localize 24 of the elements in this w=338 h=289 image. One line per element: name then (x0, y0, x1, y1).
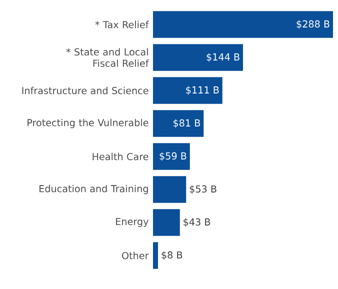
bar (153, 143, 190, 170)
data-label: $53 B (190, 185, 216, 194)
bar (153, 77, 222, 104)
data-label: $288 B (296, 20, 330, 29)
y-tick-label: Health Care (92, 152, 148, 160)
bar (153, 11, 334, 38)
y-tick-label: * State and Local Fiscal Relief (66, 48, 149, 67)
data-label: $8 B (162, 251, 182, 260)
bar (153, 176, 186, 203)
data-label: $81 B (174, 119, 200, 128)
data-label: $111 B (186, 86, 219, 95)
y-tick-label: Education and Training (40, 184, 148, 194)
y-tick-label: Energy (116, 218, 148, 227)
bar (153, 110, 204, 137)
y-tick-label: Infrastructure and Science (22, 86, 148, 94)
bar (153, 242, 158, 269)
bar (153, 44, 244, 71)
data-label: $59 B (160, 152, 186, 161)
y-tick-label: Protecting the Vulnerable (28, 118, 148, 128)
data-label: $144 B (206, 53, 240, 62)
data-label: $43 B (184, 218, 210, 227)
bar (153, 209, 180, 236)
y-tick-label: Other (122, 252, 149, 260)
y-tick-label: * Tax Relief (95, 20, 149, 28)
